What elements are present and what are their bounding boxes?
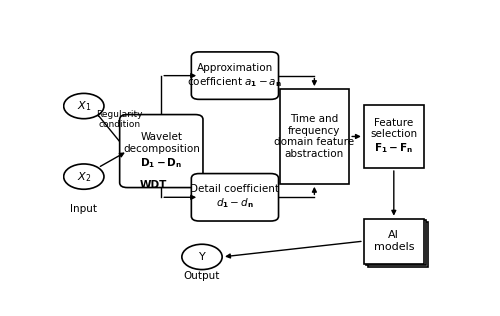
FancyBboxPatch shape xyxy=(368,222,428,266)
Text: Input: Input xyxy=(70,204,98,215)
Text: Y: Y xyxy=(198,252,205,262)
Text: AI
models: AI models xyxy=(374,230,414,252)
Text: Feature
selection
$\mathbf{F_1 - F_n}$: Feature selection $\mathbf{F_1 - F_n}$ xyxy=(370,118,418,155)
Text: Wavelet
decomposition
$\mathbf{D_1 - D_n}$: Wavelet decomposition $\mathbf{D_1 - D_n… xyxy=(123,132,200,170)
FancyBboxPatch shape xyxy=(192,173,278,221)
Text: Regularity
condition: Regularity condition xyxy=(96,110,143,129)
FancyBboxPatch shape xyxy=(280,89,349,184)
Text: Detail coefficient
$\mathit{d}_{\mathbf{1}} - \mathit{d}_{\mathbf{n}}$: Detail coefficient $\mathit{d}_{\mathbf{… xyxy=(190,185,280,210)
Text: $X_1$: $X_1$ xyxy=(76,99,91,113)
Text: Output: Output xyxy=(184,271,220,281)
FancyBboxPatch shape xyxy=(192,52,278,99)
FancyBboxPatch shape xyxy=(120,115,203,188)
Circle shape xyxy=(182,244,222,270)
Text: Time and
frequency
domain feature
abstraction: Time and frequency domain feature abstra… xyxy=(274,114,354,159)
FancyBboxPatch shape xyxy=(364,219,424,264)
Text: WDT: WDT xyxy=(140,180,168,190)
Circle shape xyxy=(64,164,104,189)
FancyBboxPatch shape xyxy=(366,220,426,265)
FancyBboxPatch shape xyxy=(364,105,424,168)
Circle shape xyxy=(64,94,104,119)
Text: Approximation
coefficient $\mathit{a}_{\mathbf{1}} - \mathit{a}_{\mathbf{n}}$: Approximation coefficient $\mathit{a}_{\… xyxy=(188,63,282,88)
Text: $X_2$: $X_2$ xyxy=(76,170,91,184)
